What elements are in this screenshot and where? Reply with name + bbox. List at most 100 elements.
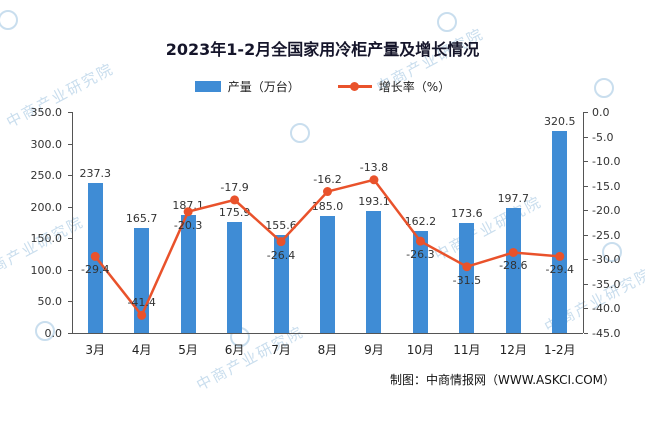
x-axis-label: 9月 — [364, 343, 384, 357]
y-axis-right-tick-label: -40.0 — [592, 302, 621, 316]
x-axis-label: 11月 — [453, 343, 481, 357]
y-axis-left-tick-label: 150.0 — [30, 232, 63, 246]
y-axis-left-tick-label: 200.0 — [30, 200, 63, 214]
line-swatch-dot-icon — [349, 82, 359, 91]
y-axis-left-tickmark — [68, 206, 72, 208]
x-axis-label: 4月 — [131, 343, 152, 357]
y-axis-right-tick-label: -25.0 — [592, 228, 621, 242]
bar — [412, 230, 428, 333]
bar — [87, 183, 103, 333]
line-value-label: -20.3 — [173, 218, 203, 232]
watermark-logo-icon — [594, 78, 614, 98]
y-axis-left-tickmark — [68, 143, 72, 145]
line-point — [369, 175, 379, 185]
y-axis-right-tick-label: 0.0 — [592, 106, 610, 119]
bar-value-label: 237.3 — [79, 167, 111, 181]
bar-value-label: 162.2 — [404, 214, 437, 228]
y-axis-left-tickmark — [68, 301, 72, 303]
chart-legend: 产量（万台） 增长率（%） — [0, 78, 645, 95]
legend-label-growth: 增长率（%） — [378, 80, 451, 94]
y-axis-left-tick-label: 50.0 — [37, 295, 63, 309]
legend-item-growth: 增长率（%） — [337, 78, 451, 95]
y-axis-left-tick-label: 350.0 — [30, 106, 63, 119]
y-axis-left-tick-label: 250.0 — [30, 169, 63, 183]
bar-value-label: 155.6 — [265, 218, 297, 232]
y-axis-right-tickmark — [584, 136, 588, 138]
y-axis-right-tickmark — [584, 210, 588, 212]
y-axis-left — [72, 112, 73, 333]
x-axis — [72, 333, 583, 334]
y-axis-left-tick-label: 100.0 — [30, 263, 63, 277]
bar-value-label: 197.7 — [497, 192, 530, 206]
y-axis-right-tick-label: -30.0 — [592, 253, 621, 267]
bar — [552, 130, 568, 333]
line-point — [323, 187, 332, 197]
y-axis-right-tickmark — [584, 259, 588, 261]
y-axis-right-tick-label: -15.0 — [592, 179, 621, 193]
bar-value-label: 320.5 — [544, 114, 576, 128]
watermark-logo-icon — [290, 123, 310, 143]
chart-title: 2023年1-2月全国家用冷柜产量及增长情况 — [165, 40, 480, 59]
x-axis-label: 1-2月 — [543, 343, 576, 357]
y-axis-right-tickmark — [584, 185, 588, 187]
watermark-logo-icon — [602, 242, 622, 262]
line-value-label: -41.4 — [127, 296, 156, 310]
y-axis-right-tick-label: -10.0 — [592, 155, 621, 169]
bar — [320, 216, 335, 333]
y-axis-left-tick-label: 300.0 — [30, 137, 63, 151]
y-axis-right-tick-label: -5.0 — [592, 130, 614, 144]
x-axis-label: 12月 — [499, 343, 527, 357]
watermark-logo-icon — [437, 12, 457, 32]
y-axis-left-tickmark — [68, 112, 72, 113]
y-axis-right-tickmark — [584, 333, 588, 334]
line-value-label: -29.4 — [545, 263, 574, 277]
y-axis-right-tickmark — [584, 283, 588, 285]
y-axis-right-tickmark — [584, 234, 588, 236]
y-axis-left-tickmark — [68, 175, 72, 177]
bar-value-label: 193.1 — [358, 195, 390, 209]
x-axis-label: 7月 — [271, 343, 291, 357]
bar — [227, 221, 243, 333]
bar-value-label: 165.7 — [125, 212, 158, 226]
line-value-label: -13.8 — [359, 160, 389, 174]
credit-line: 制图：中商情报网（WWW.ASKCI.COM） — [390, 373, 615, 387]
y-axis-left-tickmark — [68, 333, 72, 334]
bar-value-label: 173.6 — [451, 207, 483, 221]
line-value-label: -31.5 — [452, 273, 482, 287]
bar-value-label: 175.9 — [218, 205, 251, 219]
x-axis-label: 3月 — [85, 343, 106, 357]
y-axis-right-tickmark — [584, 112, 588, 113]
line-value-label: -16.2 — [313, 172, 342, 186]
line-point — [230, 195, 240, 205]
bar — [180, 214, 196, 333]
x-axis-label: 8月 — [317, 343, 338, 357]
bar-value-label: 187.1 — [172, 198, 204, 212]
x-axis-label: 5月 — [178, 343, 198, 357]
y-axis-right-tick-label: -35.0 — [592, 277, 621, 291]
y-axis-left-tickmark — [68, 238, 72, 240]
line-series-swatch-icon — [337, 82, 372, 91]
legend-label-production: 产量（万台） — [227, 80, 300, 94]
bar — [134, 228, 150, 333]
bar — [366, 211, 382, 333]
y-axis-right-tickmark — [584, 308, 588, 310]
line-value-label: -26.3 — [406, 248, 435, 262]
watermark-logo-icon — [0, 10, 18, 30]
x-axis-label: 10月 — [406, 343, 435, 357]
bar-value-label: 185.0 — [311, 200, 344, 214]
y-axis-left-tick-label: 0.0 — [44, 327, 63, 340]
legend-item-production: 产量（万台） — [194, 78, 300, 95]
y-axis-right — [583, 112, 584, 333]
y-axis-right-tick-label: -45.0 — [592, 327, 621, 340]
line-value-label: -26.4 — [266, 248, 296, 262]
line-value-label: -28.6 — [499, 259, 528, 273]
y-axis-left-tickmark — [68, 269, 72, 271]
watermark-logo-icon — [35, 321, 55, 341]
y-axis-right-tick-label: -20.0 — [592, 204, 621, 218]
y-axis-right-tickmark — [584, 161, 588, 163]
x-axis-label: 6月 — [224, 343, 245, 357]
line-value-label: -29.4 — [80, 263, 110, 277]
line-value-label: -17.9 — [220, 180, 249, 194]
